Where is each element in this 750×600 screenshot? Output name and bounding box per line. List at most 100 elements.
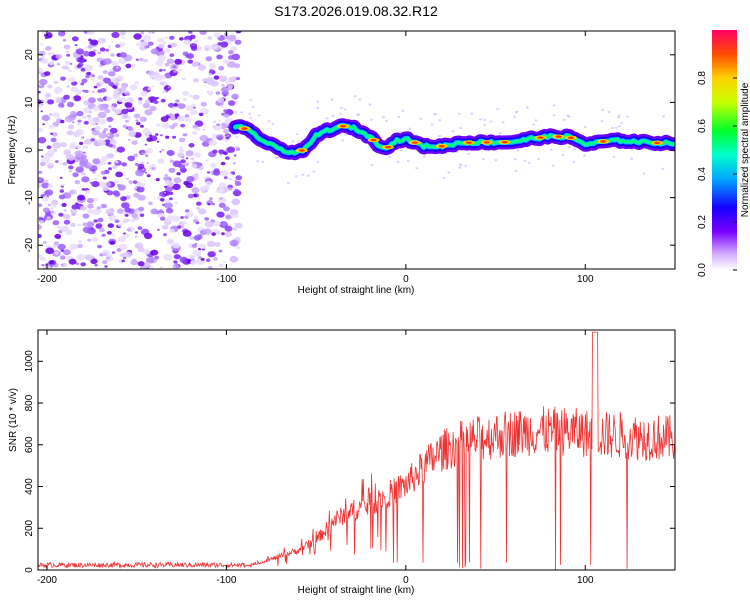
noise-speckle [294, 175, 298, 178]
noise-speckle [50, 137, 57, 143]
noise-speckle [232, 162, 236, 165]
noise-speckle [217, 42, 222, 46]
y-tick-label: 800 [24, 394, 35, 411]
heatmap-x-axis-label: Height of straight line (km) [298, 285, 415, 296]
noise-speckle [86, 198, 94, 204]
noise-speckle [228, 50, 234, 55]
noise-speckle [216, 54, 223, 60]
noise-speckle [75, 48, 84, 55]
noise-speckle [204, 220, 214, 228]
noise-speckle [267, 120, 271, 123]
noise-speckle [222, 151, 228, 156]
noise-speckle [114, 219, 120, 223]
noise-speckle [396, 160, 400, 164]
noise-speckle [219, 197, 223, 200]
noise-speckle [206, 258, 211, 262]
noise-speckle [87, 97, 96, 104]
noise-speckle [172, 160, 182, 168]
noise-speckle [87, 114, 91, 118]
noise-speckle [128, 180, 133, 184]
noise-speckle [58, 103, 65, 108]
noise-speckle [191, 187, 200, 194]
noise-speckle [47, 84, 53, 89]
noise-speckle [151, 85, 155, 88]
noise-speckle [208, 139, 217, 146]
y-tick-label: 1000 [24, 350, 35, 373]
noise-speckle [104, 108, 111, 114]
noise-speckle [159, 68, 163, 72]
noise-speckle [95, 122, 99, 126]
noise-speckle [180, 226, 184, 229]
noise-speckle [136, 121, 141, 126]
noise-speckle [54, 233, 61, 239]
noise-speckle [182, 91, 190, 96]
noise-speckle [40, 256, 46, 262]
noise-speckle [467, 152, 470, 155]
noise-speckle [112, 85, 118, 89]
noise-speckle [150, 249, 159, 256]
noise-speckle [221, 126, 226, 130]
noise-speckle [173, 260, 178, 264]
noise-speckle [163, 176, 167, 180]
noise-speckle [144, 45, 149, 49]
noise-speckle [66, 85, 70, 88]
noise-speckle [39, 78, 48, 86]
noise-speckle [227, 34, 237, 42]
noise-speckle [229, 209, 239, 216]
noise-speckle [401, 109, 405, 112]
noise-speckle [83, 120, 89, 125]
noise-speckle [166, 58, 175, 65]
noise-speckle [137, 226, 143, 230]
noise-speckle [213, 125, 221, 131]
noise-speckle [51, 203, 57, 208]
noise-speckle [169, 197, 173, 201]
noise-speckle [223, 109, 228, 113]
noise-speckle [158, 43, 165, 49]
colorbar-tick-label: 0.2 [697, 215, 708, 229]
noise-speckle [168, 167, 176, 173]
noise-speckle [47, 52, 52, 56]
colorbar-label: Normalized spectral amplitude [740, 82, 750, 217]
noise-speckle [38, 177, 43, 182]
noise-speckle [307, 174, 310, 177]
noise-speckle [96, 174, 100, 177]
noise-speckle [80, 262, 86, 267]
noise-speckle [102, 186, 109, 192]
noise-speckle [228, 76, 237, 83]
noise-speckle [100, 170, 106, 175]
noise-speckle [97, 89, 102, 93]
noise-speckle [561, 154, 565, 157]
noise-speckle [191, 163, 198, 169]
noise-speckle [226, 146, 235, 153]
noise-speckle [134, 235, 138, 239]
noise-speckle [45, 151, 54, 158]
noise-speckle [125, 92, 130, 96]
noise-speckle [341, 139, 344, 142]
noise-speckle [213, 168, 220, 173]
noise-speckle [44, 71, 51, 76]
noise-speckle [69, 243, 78, 251]
noise-speckle [193, 78, 199, 83]
noise-speckle [316, 106, 320, 109]
noise-speckle [66, 50, 70, 53]
noise-speckle [155, 97, 159, 100]
noise-speckle [61, 202, 67, 207]
noise-speckle [86, 221, 95, 228]
noise-speckle [228, 177, 232, 181]
noise-speckle [235, 135, 239, 139]
noise-speckle [136, 186, 145, 193]
noise-speckle [89, 227, 94, 231]
x-tick-label: -200 [37, 274, 57, 285]
noise-speckle [143, 232, 153, 240]
colorbar-tick-label: 0.6 [697, 119, 708, 133]
noise-speckle [153, 100, 159, 105]
noise-speckle [74, 180, 81, 185]
noise-speckle [291, 140, 295, 143]
noise-speckle [108, 167, 112, 171]
noise-speckle [138, 97, 143, 101]
noise-speckle [92, 91, 95, 93]
noise-speckle [70, 222, 76, 227]
noise-speckle [204, 47, 209, 51]
noise-speckle [161, 148, 165, 152]
ridge-hotspot [340, 124, 347, 128]
